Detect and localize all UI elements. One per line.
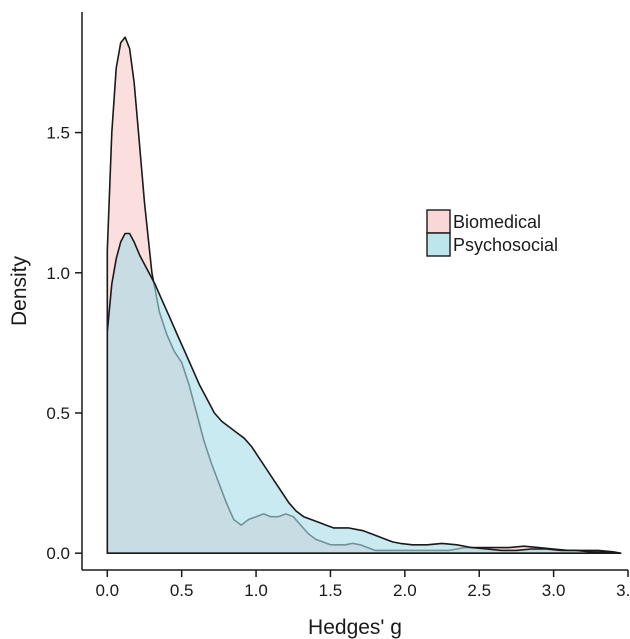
x-tick-label: 3.5 — [616, 581, 630, 600]
legend: Biomedical Psychosocial — [426, 209, 558, 257]
legend-key-biomedical — [426, 209, 451, 234]
legend-label-psychosocial: Psychosocial — [453, 235, 558, 255]
x-axis-title: Hedges' g — [308, 616, 402, 639]
x-tick-label: 0.0 — [95, 581, 119, 600]
y-tick-label: 1.5 — [46, 124, 70, 143]
x-tick-label: 3.0 — [542, 581, 566, 600]
y-tick-label: 0.0 — [46, 544, 70, 563]
density-areas — [106, 36, 622, 554]
x-tick-label: 1.0 — [244, 581, 268, 600]
axes — [81, 12, 628, 571]
legend-label-biomedical: Biomedical — [453, 212, 541, 232]
y-ticks: 0.0 0.5 1.0 1.5 — [46, 124, 82, 563]
x-ticks: 0.0 0.5 1.0 1.5 2.0 2.5 3.0 3.5 — [95, 570, 630, 600]
x-tick-label: 0.5 — [170, 581, 194, 600]
x-tick-label: 2.0 — [393, 581, 417, 600]
y-axis-title: Density — [8, 255, 31, 326]
legend-key-psychosocial — [426, 232, 451, 257]
y-tick-label: 0.5 — [46, 404, 70, 423]
y-tick-label: 1.0 — [46, 264, 70, 283]
x-tick-label: 2.5 — [467, 581, 491, 600]
x-tick-label: 1.5 — [319, 581, 343, 600]
density-area-psychosocial — [106, 232, 622, 554]
